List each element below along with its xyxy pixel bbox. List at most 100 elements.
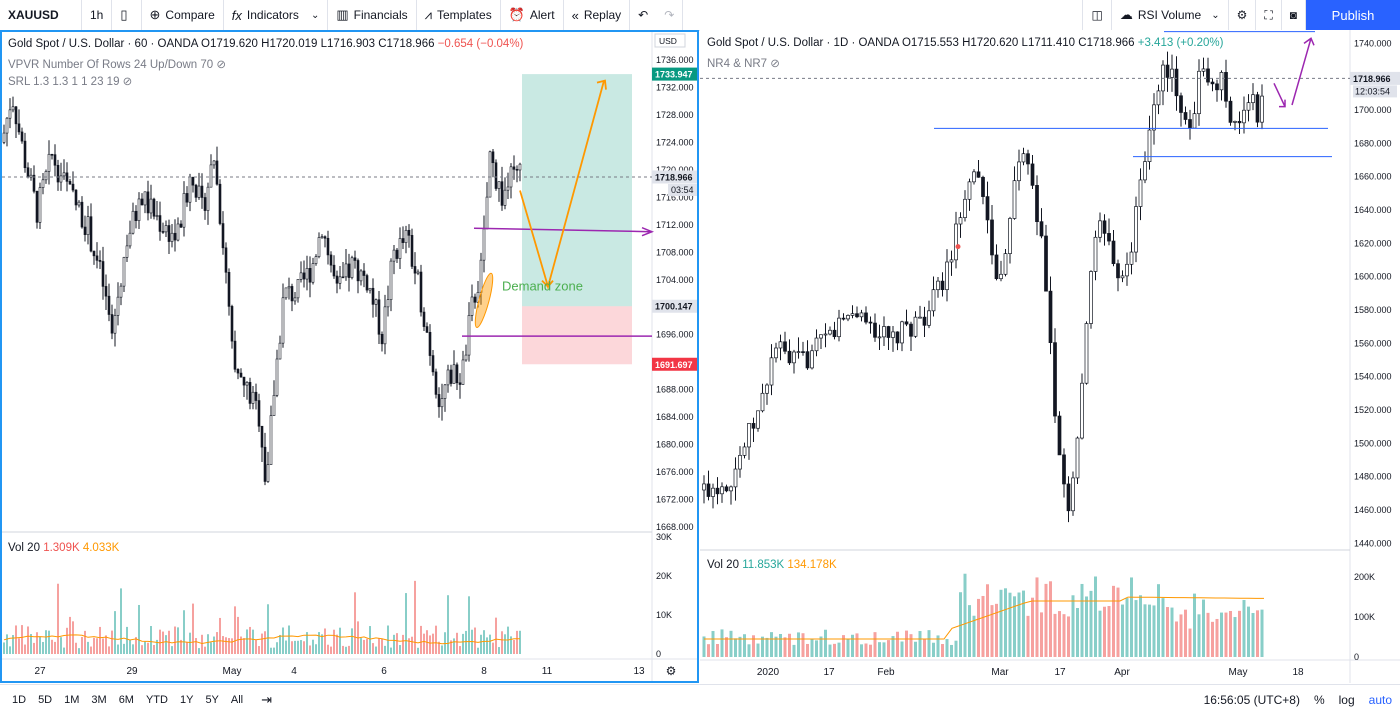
volume-bar: [1125, 598, 1129, 657]
clock[interactable]: 16:56:05 (UTC+8): [1203, 692, 1300, 707]
hourly-chart-canvas[interactable]: 1736.000 1732.000 1728.000 1724.000 1720.000…: [2, 32, 697, 681]
templates-button[interactable]: ⩘ Templates: [417, 0, 501, 30]
candle-body: [152, 198, 156, 217]
volume-bar: [159, 629, 161, 654]
volume-bar: [914, 641, 917, 657]
goto-date-icon[interactable]: ⇥: [261, 691, 273, 707]
undo-button[interactable]: ↶: [630, 0, 656, 30]
financials-button[interactable]: ▥ Financials: [328, 0, 417, 30]
candle-body: [50, 153, 54, 156]
top-toolbar: XAUUSD 1h ▯ ⊕ Compare fx Indicators ⌄ ▥ Fina…: [0, 0, 1400, 31]
range-3m[interactable]: 3M: [91, 693, 107, 706]
range-5y[interactable]: 5Y: [205, 693, 219, 706]
symbol-search[interactable]: XAUUSD: [0, 0, 82, 30]
auto-toggle[interactable]: auto: [1368, 692, 1392, 707]
candle-body: [455, 364, 459, 384]
volume-bar: [408, 638, 410, 654]
candle-body: [323, 236, 327, 239]
volume-bar: [39, 636, 41, 654]
range-1y[interactable]: 1Y: [179, 693, 194, 706]
candle-body: [904, 321, 909, 325]
candle-body: [53, 154, 57, 166]
snapshot-button[interactable]: ◙: [1282, 0, 1306, 30]
eye-off-icon[interactable]: ⊘: [216, 59, 227, 71]
percent-toggle[interactable]: %: [1313, 692, 1325, 707]
fullscreen-button[interactable]: ⛶: [1256, 0, 1282, 30]
eye-off-icon[interactable]: ⊘: [122, 76, 133, 88]
eye-off-icon[interactable]: ⊘: [770, 58, 780, 70]
publish-button[interactable]: Publish: [1306, 0, 1400, 30]
volume-bar: [501, 631, 503, 654]
range-all[interactable]: All: [230, 693, 244, 706]
range-5d[interactable]: 5D: [38, 693, 53, 706]
compare-button[interactable]: ⊕ Compare: [142, 0, 224, 30]
candle-body: [194, 184, 198, 198]
volume-bar: [896, 631, 899, 657]
candle-body: [500, 181, 504, 206]
alert-button[interactable]: ⏰ Alert: [501, 0, 564, 30]
candle-body: [1179, 95, 1183, 113]
price-tick-label: 1716.000: [656, 192, 694, 202]
volume-bar: [977, 598, 980, 657]
vpvr-legend[interactable]: VPVR Number Of Rows 24 Up/Down 70 ⊘: [8, 57, 226, 71]
settings-button[interactable]: ⚙: [1229, 0, 1257, 30]
candle-body: [1233, 120, 1237, 123]
candle-body: [787, 350, 792, 364]
indicators-button[interactable]: fx Indicators ⌄: [224, 0, 329, 30]
date-tick-label: 4: [291, 666, 297, 677]
chart-pane-hourly[interactable]: 1736.000 1732.000 1728.000 1724.000 1720.000…: [0, 30, 699, 683]
candle-body: [86, 216, 90, 235]
candle-body: [742, 446, 747, 456]
chart-pane-daily[interactable]: 1740.0001720.0001700.0001680.0001660.000…: [700, 30, 1400, 683]
price-tick-label: 1696.000: [656, 330, 694, 340]
volume-bar: [1107, 606, 1111, 657]
candle-body: [1080, 382, 1084, 439]
volume-tick-label: 0: [656, 649, 661, 659]
candle-body: [113, 315, 117, 334]
candle-body: [17, 123, 21, 133]
redo-button[interactable]: ↷: [656, 0, 684, 30]
volume-bar: [48, 630, 50, 654]
range-1m[interactable]: 1M: [64, 693, 80, 706]
candle-body: [1170, 68, 1174, 78]
range-6m[interactable]: 6M: [118, 693, 134, 706]
range-1d[interactable]: 1D: [12, 693, 27, 706]
layout-button[interactable]: ◫: [1082, 0, 1112, 30]
candle-body: [29, 174, 33, 178]
chart-type-button[interactable]: ▯: [112, 0, 142, 30]
candle-body: [443, 384, 447, 399]
candle-body: [1147, 129, 1152, 162]
candle-body: [230, 306, 234, 342]
price-tick-label: 1600.000: [1354, 272, 1392, 282]
volume-bar: [375, 646, 377, 654]
volume-bar: [945, 639, 949, 657]
volume-bar: [1224, 612, 1228, 657]
study-template-button[interactable]: ☁ RSI Volume ⌄: [1112, 0, 1229, 30]
date-tick-label: May: [223, 666, 242, 677]
bottom-bar: 1D 5D 1M 3M 6M YTD 1Y 5Y All ⇥ 16:56:05 (UTC+8) …: [0, 684, 1400, 714]
volume-bar: [1220, 612, 1223, 657]
replay-button[interactable]: « Replay: [564, 0, 631, 30]
volume-bar: [833, 643, 836, 657]
srl-legend[interactable]: SRL 1.3 1.3 1 1 23 19 ⊘: [8, 74, 132, 88]
candle-body: [706, 483, 711, 497]
daily-chart-canvas[interactable]: 1740.0001720.0001700.0001680.0001660.000…: [700, 30, 1400, 683]
candle-body: [434, 371, 438, 395]
camera-icon: ◙: [1289, 8, 1297, 22]
range-ytd[interactable]: YTD: [145, 693, 168, 706]
interval-button[interactable]: 1h: [82, 0, 113, 30]
candle-body: [239, 372, 243, 378]
countdown-bg: [668, 183, 697, 196]
nr-legend[interactable]: NR4 & NR7 ⊘: [707, 56, 780, 70]
volume-bar: [1035, 577, 1039, 657]
log-toggle[interactable]: log: [1338, 692, 1355, 707]
candle-body: [182, 193, 186, 228]
volume-bar: [90, 646, 92, 654]
candle-body: [1210, 81, 1215, 85]
candle-body: [326, 237, 330, 256]
candle-body: [14, 106, 18, 125]
templates-label: Templates: [437, 8, 492, 22]
candle-body: [738, 455, 742, 470]
volume-bar: [264, 631, 266, 654]
volume-bar: [144, 641, 146, 654]
